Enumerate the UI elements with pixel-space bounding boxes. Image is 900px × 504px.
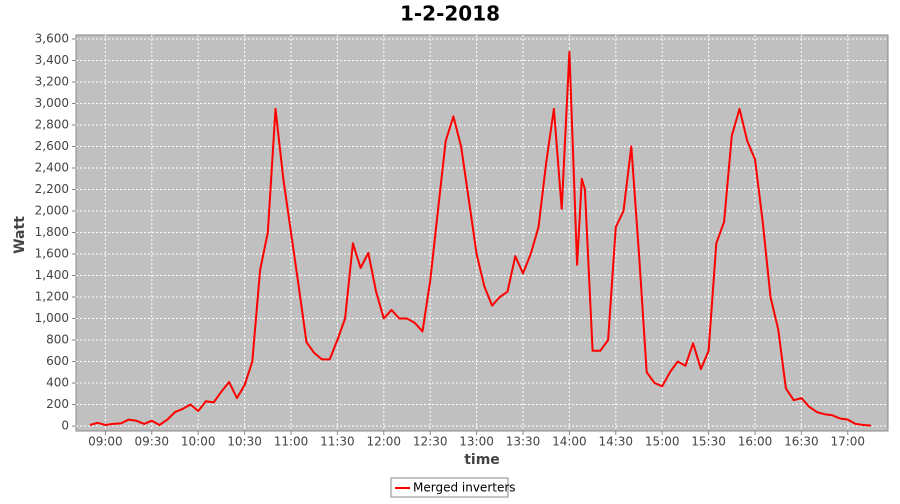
x-tick-label: 12:30 (413, 435, 448, 449)
x-tick-label: 09:30 (134, 435, 169, 449)
x-tick-label: 13:00 (459, 435, 494, 449)
x-tick-label: 10:30 (227, 435, 262, 449)
plot: 0 200 400 600 800 1,000 1,200 1,400 1,600 1,800 2,… (35, 31, 888, 449)
chart-title: 1-2-2018 (400, 2, 500, 26)
x-tick-label: 11:30 (320, 435, 355, 449)
y-tick-label: 3,000 (35, 96, 69, 110)
x-tick-label: 16:30 (784, 435, 819, 449)
y-tick-label: 2,800 (35, 117, 69, 131)
x-tick-label: 10:00 (181, 435, 216, 449)
x-tick-label: 14:00 (552, 435, 587, 449)
y-tick-label: 2,600 (35, 139, 69, 153)
x-tick-label: 14:30 (598, 435, 633, 449)
x-tick-label: 16:00 (738, 435, 773, 449)
x-tick-label: 17:00 (830, 435, 865, 449)
y-tick-label: 3,200 (35, 74, 69, 88)
y-tick-label: 1,000 (35, 311, 69, 325)
legend-box (390, 477, 509, 498)
legend: Merged inverters (390, 477, 516, 498)
y-tick-label: 1,600 (35, 247, 69, 261)
x-tick-label: 11:00 (274, 435, 309, 449)
y-tick-label: 1,800 (35, 225, 69, 239)
y-tick-label: 2,200 (35, 182, 69, 196)
x-tick-label: 13:30 (506, 435, 541, 449)
y-tick-label: 800 (46, 333, 69, 347)
y-tick-label: 3,400 (35, 53, 69, 67)
y-tick-label: 2,400 (35, 161, 69, 175)
x-axis-label: time (464, 452, 500, 468)
y-tick-label: 0 (61, 419, 69, 433)
y-axis-label: Watt (12, 216, 28, 254)
y-tick-label: 200 (46, 397, 69, 411)
y-tick-label: 400 (46, 376, 69, 390)
y-tick-label: 2,000 (35, 204, 69, 218)
y-tick-label: 600 (46, 354, 69, 368)
y-tick-label: 3,600 (35, 31, 69, 45)
y-tick-label: 1,400 (35, 268, 69, 282)
legend-label: Merged inverters (413, 481, 516, 495)
x-tick-label: 15:30 (691, 435, 726, 449)
series-line (89, 50, 872, 427)
x-tick-label: 09:00 (88, 435, 123, 449)
x-tick-label: 15:00 (645, 435, 680, 449)
y-tick-label: 1,200 (35, 290, 69, 304)
x-tick-label: 12:00 (366, 435, 401, 449)
